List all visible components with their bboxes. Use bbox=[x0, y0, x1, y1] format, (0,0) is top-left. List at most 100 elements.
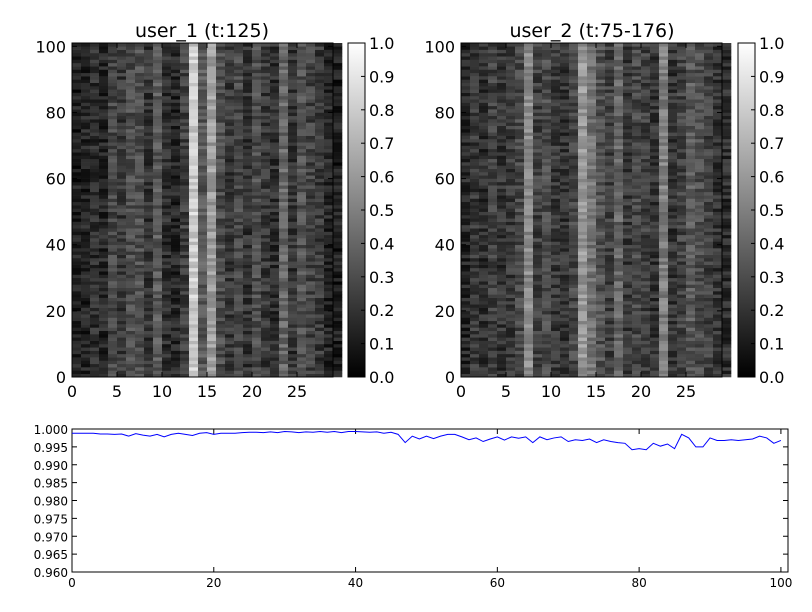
heatmap-cell bbox=[189, 214, 199, 219]
heatmap-cell bbox=[180, 89, 190, 93]
heatmap-cell bbox=[560, 224, 570, 229]
heatmap-cell bbox=[533, 201, 543, 206]
heatmap-cell bbox=[144, 59, 154, 64]
heatmap-cell bbox=[605, 191, 615, 196]
heatmap-cell bbox=[270, 367, 280, 371]
heatmap-cell bbox=[117, 221, 127, 226]
heatmap-cell bbox=[144, 330, 154, 335]
heatmap-cell bbox=[497, 195, 507, 199]
heatmap-cell bbox=[297, 205, 307, 209]
heatmap-cell bbox=[605, 228, 615, 232]
heatmap-cell bbox=[270, 314, 280, 318]
heatmap-cell bbox=[569, 205, 579, 209]
heatmap-cell bbox=[569, 46, 579, 50]
heatmap-cell bbox=[180, 171, 190, 176]
heatmap-cell bbox=[569, 138, 579, 143]
heatmap-cell bbox=[90, 314, 100, 318]
heatmap-cell bbox=[623, 267, 633, 272]
heatmap-cell bbox=[614, 152, 624, 156]
heatmap-cell bbox=[252, 360, 262, 365]
heatmap-cell bbox=[117, 145, 127, 150]
heatmap-cell bbox=[470, 46, 480, 50]
heatmap-cell bbox=[216, 274, 226, 279]
heatmap-cell bbox=[333, 271, 343, 275]
heatmap-cell bbox=[288, 367, 298, 371]
heatmap-cell bbox=[306, 52, 316, 57]
heatmap-cell bbox=[189, 132, 199, 136]
heatmap-cell bbox=[117, 294, 127, 298]
heatmap-cell bbox=[225, 294, 235, 298]
heatmap-cell bbox=[587, 284, 597, 289]
heatmap-cell bbox=[243, 337, 253, 341]
heatmap-cell bbox=[72, 201, 82, 206]
heatmap-cell bbox=[569, 208, 579, 212]
heatmap-cell bbox=[144, 198, 154, 203]
heatmap-cell bbox=[216, 234, 226, 239]
heatmap-cell bbox=[497, 373, 507, 378]
heatmap-cell bbox=[488, 82, 498, 87]
heatmap-cell bbox=[270, 254, 280, 259]
heatmap-cell bbox=[252, 353, 262, 358]
heatmap-cell bbox=[533, 66, 543, 70]
heatmap-cell bbox=[126, 175, 136, 179]
heatmap-cell bbox=[461, 224, 471, 229]
heatmap-cell bbox=[270, 208, 280, 212]
heatmap-cell bbox=[162, 142, 172, 146]
heatmap-cell bbox=[288, 353, 298, 358]
heatmap-cell bbox=[315, 300, 325, 305]
heatmap-cell bbox=[189, 69, 199, 74]
heatmap-cell bbox=[551, 214, 561, 219]
heatmap-cell bbox=[569, 102, 579, 107]
heatmap-cell bbox=[324, 66, 334, 70]
heatmap-cell bbox=[587, 291, 597, 295]
heatmap-cell bbox=[261, 357, 271, 361]
heatmap-cell bbox=[180, 271, 190, 275]
heatmap-cell bbox=[135, 244, 145, 249]
heatmap-cell bbox=[261, 135, 271, 140]
heatmap-cell bbox=[605, 109, 615, 113]
heatmap-cell bbox=[324, 72, 334, 77]
heatmap-cell bbox=[144, 95, 154, 100]
heatmap-cell bbox=[207, 238, 217, 242]
heatmap-cell bbox=[198, 317, 208, 322]
heatmap-cell bbox=[225, 224, 235, 229]
heatmap-cell bbox=[551, 277, 561, 282]
heatmap-cell bbox=[180, 248, 190, 252]
heatmap-cell bbox=[605, 287, 615, 292]
heatmap-cell bbox=[126, 162, 136, 166]
heatmap-cell bbox=[623, 307, 633, 312]
heatmap-cell bbox=[578, 109, 588, 113]
heatmap-cell bbox=[261, 155, 271, 160]
heatmap-cell bbox=[524, 62, 534, 67]
heatmap-cell bbox=[324, 89, 334, 93]
heatmap-cell bbox=[596, 89, 606, 93]
heatmap-cell bbox=[461, 191, 471, 196]
heatmap-cell bbox=[279, 102, 289, 107]
heatmap-cell bbox=[279, 145, 289, 150]
heatmap-cell bbox=[297, 49, 307, 54]
heatmap-cell bbox=[99, 231, 109, 236]
heatmap-cell bbox=[324, 314, 334, 318]
heatmap-cell bbox=[234, 244, 244, 249]
heatmap-cell bbox=[108, 281, 118, 285]
heatmap-cell bbox=[180, 274, 190, 279]
heatmap-cell bbox=[551, 99, 561, 103]
heatmap-cell bbox=[216, 102, 226, 107]
heatmap-cell bbox=[470, 205, 480, 209]
heatmap-cell bbox=[279, 105, 289, 110]
heatmap-cell bbox=[90, 135, 100, 140]
heatmap-cell bbox=[144, 284, 154, 289]
heatmap-cell bbox=[506, 125, 516, 130]
heatmap-cell bbox=[533, 181, 543, 186]
heatmap-cell bbox=[126, 347, 136, 351]
heatmap-cell bbox=[623, 347, 633, 351]
heatmap-cell bbox=[135, 357, 145, 361]
heatmap-cell bbox=[207, 294, 217, 298]
heatmap-cell bbox=[252, 125, 262, 130]
heatmap-cell bbox=[569, 314, 579, 318]
heatmap-cell bbox=[108, 145, 118, 150]
heatmap-cell bbox=[252, 49, 262, 54]
heatmap-cell bbox=[461, 337, 471, 341]
heatmap-cell bbox=[108, 224, 118, 229]
heatmap-cell bbox=[279, 330, 289, 335]
